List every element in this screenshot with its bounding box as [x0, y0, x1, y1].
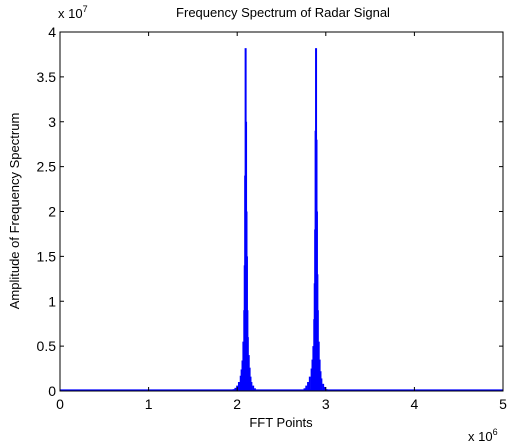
- x-tick-label: 4: [411, 396, 419, 412]
- x-tick-label: 3: [322, 396, 330, 412]
- plot-area: [60, 32, 503, 391]
- y-multiplier-exp: 7: [83, 4, 88, 14]
- bars-layer: [60, 48, 503, 392]
- spectrum-bar: [253, 388, 256, 391]
- x-multiplier: x 106: [468, 427, 498, 444]
- y-tick-label: 2: [48, 204, 56, 220]
- spectrum-bar: [320, 378, 323, 391]
- x-tick-label: 5: [499, 396, 507, 412]
- y-multiplier: x 107: [58, 4, 88, 21]
- y-axis-label: Amplitude of Frequency Spectrum: [7, 113, 22, 310]
- spectrum-bar: [232, 389, 235, 391]
- axes-box: [59, 31, 504, 392]
- x-tick-labels: 0 1 2 3 4 5: [56, 396, 507, 412]
- spectrum-bar: [237, 382, 240, 391]
- y-tick-label: 3.5: [37, 69, 57, 85]
- y-tick-label: 0.5: [37, 338, 57, 354]
- x-multiplier-base: x 10: [468, 429, 493, 444]
- spectrum-bar: [250, 382, 253, 391]
- x-axis-label: FFT Points: [249, 415, 313, 430]
- y-tick-label: 3: [48, 114, 56, 130]
- spectrum-bar: [303, 388, 306, 391]
- y-multiplier-base: x 10: [58, 6, 83, 21]
- spectrum-bar: [323, 386, 326, 391]
- x-tick-label: 0: [56, 396, 64, 412]
- y-tick-label: 4: [48, 24, 56, 40]
- spectrum-bar: [308, 376, 311, 391]
- y-tick-label: 2.5: [37, 159, 57, 175]
- x-multiplier-exp: 6: [493, 427, 498, 437]
- y-tick-labels: 0 0.5 1 1.5 2 2.5 3 3.5 4: [37, 24, 57, 399]
- spectrum-bar: [322, 383, 325, 391]
- spectrum-bar: [252, 385, 255, 391]
- spectrum-bar: [305, 385, 308, 391]
- chart-title: Frequency Spectrum of Radar Signal: [176, 5, 390, 20]
- y-tick-label: 1.5: [37, 248, 57, 264]
- y-tick-label: 0: [48, 383, 56, 399]
- x-tick-label: 2: [233, 396, 241, 412]
- y-tick-label: 1: [48, 293, 56, 309]
- x-tick-label: 1: [145, 396, 153, 412]
- spectrum-bar: [307, 382, 310, 391]
- spectrum-bar: [234, 387, 237, 391]
- spectrum-bar: [325, 389, 328, 391]
